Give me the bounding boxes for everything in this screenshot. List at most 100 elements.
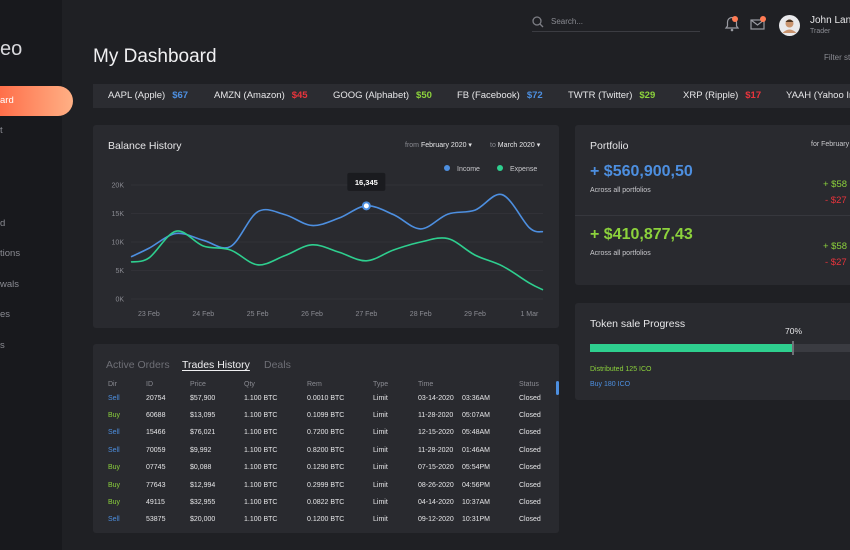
messages-icon[interactable] [748, 14, 768, 34]
ticker-item[interactable]: GOOG (Alphabet) $50 [333, 90, 432, 101]
card-title: Balance History [108, 140, 182, 152]
ticker-item[interactable]: TWTR (Twitter) $29 [568, 90, 655, 101]
y-tick-label: 20K [112, 183, 125, 190]
cell: 1.100 BTC [244, 482, 278, 489]
cell: $12,994 [190, 482, 216, 489]
cell: 05:54PM [462, 464, 491, 471]
page-title: My Dashboard [93, 46, 217, 67]
ticker-item[interactable]: YAAH (Yahoo In [786, 90, 850, 101]
logo: eo [0, 38, 23, 60]
column-header: Time [418, 381, 434, 388]
portfolio-up: + $58 [823, 241, 848, 252]
column-header: Qty [244, 381, 255, 388]
cell: Sell [108, 395, 120, 402]
x-tick-label: 25 Feb [247, 311, 269, 318]
cell: 09-12-2020 [418, 516, 454, 523]
y-tick-label: 10K [112, 240, 125, 247]
y-tick-label: 5K [115, 268, 124, 275]
cell: Limit [373, 395, 388, 402]
cell: 04-14-2020 [418, 499, 454, 506]
cell: 11-28-2020 [418, 447, 454, 454]
tab[interactable]: Trades History [182, 359, 250, 371]
cell: 49115 [146, 499, 165, 506]
portfolio-amount: + $410,877,43 [590, 226, 693, 243]
cell: $76,021 [190, 429, 216, 436]
orders-card [93, 344, 559, 533]
cell: 20754 [146, 395, 166, 402]
symbol: TWTR (Twitter) [568, 90, 633, 101]
cell: Limit [373, 516, 388, 523]
ticker-item[interactable]: AMZN (Amazon) $45 [214, 90, 308, 101]
cell: Closed [519, 482, 541, 489]
ticker-item[interactable]: FB (Facebook) $72 [457, 90, 543, 101]
date-from[interactable]: from February 2020 ▾ [405, 142, 472, 149]
portfolio-down: - $27 [825, 195, 847, 206]
filter-link[interactable]: Filter st [824, 53, 850, 62]
price: $72 [526, 90, 543, 101]
cell: 70059 [146, 447, 166, 454]
column-header: Dir [108, 381, 117, 388]
cell: 03:36AM [462, 395, 491, 402]
cell: Buy [108, 482, 121, 489]
nav-item[interactable]: tions [0, 248, 21, 259]
cell: 15466 [146, 429, 166, 436]
legend-label: Expense [510, 166, 537, 173]
x-tick-label: 1 Mar [520, 311, 539, 318]
symbol: AMZN (Amazon) [214, 90, 285, 101]
portfolio-amount: + $560,900,50 [590, 163, 693, 180]
x-tick-label: 28 Feb [410, 311, 432, 318]
scrollbar[interactable] [556, 381, 559, 395]
cell: $13,095 [190, 412, 216, 419]
cell: Buy [108, 464, 121, 471]
tab[interactable]: Active Orders [106, 359, 170, 371]
x-tick-label: 24 Feb [192, 311, 214, 318]
cell: Limit [373, 412, 388, 419]
cell: 05:07AM [462, 412, 491, 419]
symbol: XRP (Ripple) [683, 90, 739, 101]
period[interactable]: for February [811, 141, 850, 148]
tooltip-label: 16,345 [355, 178, 378, 187]
cell: 03-14-2020 [418, 395, 454, 402]
cell: 0.7200 BTC [307, 429, 345, 436]
y-tick-label: 15K [112, 211, 125, 218]
price: $67 [172, 90, 189, 101]
cell: 0.8200 BTC [307, 447, 345, 454]
nav-item[interactable]: es [0, 309, 11, 320]
cell: Limit [373, 429, 388, 436]
cell: $32,955 [190, 499, 216, 506]
user-role: Trader [810, 28, 831, 35]
nav-item[interactable]: t [0, 125, 3, 136]
active-pill[interactable] [0, 86, 73, 116]
nav-item[interactable]: wals [0, 279, 20, 290]
notifications-icon[interactable] [722, 14, 742, 34]
cell: 12-15-2020 [418, 429, 454, 436]
portfolio-caption: Across all portfolios [590, 250, 651, 257]
cell: 05:48AM [462, 429, 491, 436]
nav-item[interactable]: ard [0, 95, 14, 106]
divider [575, 215, 850, 216]
nav-item[interactable]: d [0, 218, 6, 229]
tab[interactable]: Deals [264, 359, 291, 371]
cell: Limit [373, 464, 388, 471]
buy-link[interactable]: Buy 180 ICO [590, 381, 631, 388]
cell: 1.100 BTC [244, 516, 278, 523]
ticker-item[interactable]: XRP (Ripple) $17 [683, 90, 761, 101]
cell: 0.2999 BTC [307, 482, 345, 489]
avatar[interactable] [779, 15, 800, 36]
ticker-item[interactable]: AAPL (Apple) $67 [108, 90, 188, 101]
price: $29 [639, 90, 656, 101]
nav-item[interactable]: s [0, 340, 5, 351]
cell: 77643 [146, 482, 166, 489]
search-input[interactable]: Search... [551, 17, 584, 26]
cell: Limit [373, 482, 388, 489]
portfolio-down: - $27 [825, 257, 847, 268]
cell: Sell [108, 429, 120, 436]
cell: 07-15-2020 [418, 464, 454, 471]
cell: Closed [519, 447, 541, 454]
card-title: Portfolio [590, 140, 629, 152]
cell: Closed [519, 516, 541, 523]
column-header: Type [373, 381, 389, 388]
date-to[interactable]: to March 2020 ▾ [490, 142, 541, 149]
cell: Sell [108, 447, 120, 454]
